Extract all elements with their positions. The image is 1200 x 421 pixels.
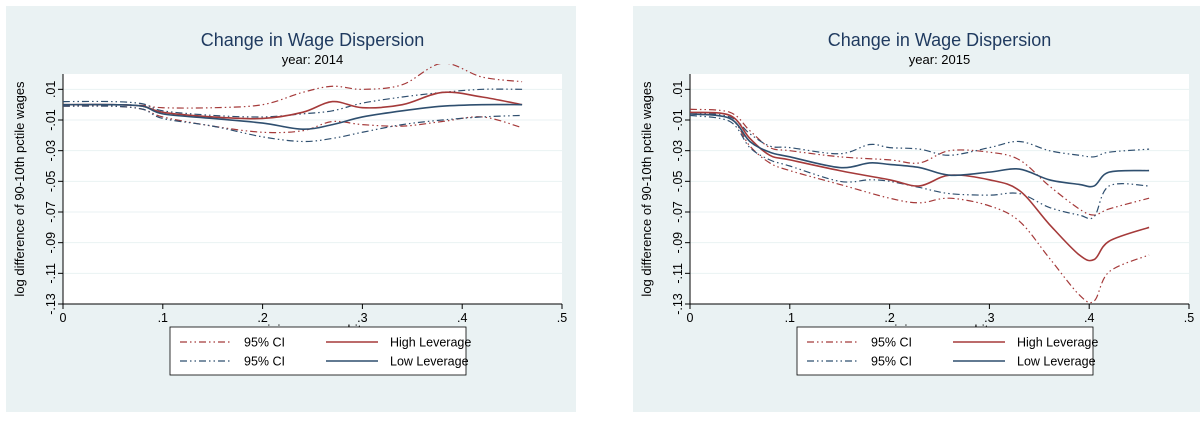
x-tick-label: .2 — [884, 311, 894, 325]
x-tick-label: .5 — [557, 311, 567, 325]
y-tick-label: -.11 — [44, 263, 58, 284]
legend-box — [796, 326, 1094, 376]
y-tick-label: .01 — [671, 81, 685, 98]
chart-title: Change in Wage Dispersion — [201, 30, 424, 50]
x-tick-label: .2 — [257, 311, 267, 325]
estimate-line-low-leverage — [63, 103, 523, 131]
y-tick-label: -.05 — [44, 171, 58, 193]
chart-svg-2015: Change in Wage Dispersion year: 2015 -.13 -… — [633, 6, 1200, 412]
y-tick-label: -.03 — [44, 140, 58, 162]
y-tick-label: .01 — [44, 81, 58, 98]
chart-panel-2014: Change in Wage Dispersion year: 2014 -.13 -… — [6, 6, 576, 412]
y-tick-label: -.05 — [671, 171, 685, 193]
x-tick-label: 0 — [687, 311, 694, 325]
chart-svg-2014: Change in Wage Dispersion year: 2014 -.13 -… — [6, 6, 576, 412]
legend-label: 95% CI — [244, 336, 285, 350]
plot-area — [63, 74, 562, 304]
x-tick-label: .1 — [785, 311, 795, 325]
y-tick-label: -.07 — [671, 201, 685, 223]
estimate-line-low-leverage — [690, 113, 1150, 188]
y-tick-label: -.09 — [44, 232, 58, 254]
y-tick-label: -.09 — [671, 232, 685, 254]
chart-subtitle: year: 2015 — [909, 52, 970, 67]
legend-label: High Leverage — [390, 336, 471, 350]
ci-line-low-leverage — [63, 105, 523, 143]
x-tick-label: .1 — [158, 311, 168, 325]
legend-label: High Leverage — [1017, 336, 1098, 350]
legend-label: 95% CI — [244, 355, 285, 369]
chart-subtitle: year: 2014 — [282, 52, 343, 67]
y-tick-label: -.07 — [44, 201, 58, 223]
series-group — [63, 64, 523, 143]
legend-label: Low Leverage — [390, 355, 469, 369]
y-axis-label: log difference of 90-10th pctile wages — [12, 81, 27, 297]
legend-label: 95% CI — [871, 336, 912, 350]
y-tick-label: -.13 — [671, 293, 685, 315]
series-group — [690, 108, 1150, 304]
plot-area — [690, 74, 1189, 304]
legend-label: 95% CI — [871, 355, 912, 369]
ci-line-low-leverage — [690, 114, 1150, 220]
y-tick-label: -.13 — [44, 293, 58, 315]
y-tick-label: -.01 — [671, 109, 685, 131]
legend-box — [169, 326, 467, 376]
y-tick-label: -.01 — [44, 109, 58, 131]
chart-title: Change in Wage Dispersion — [828, 30, 1051, 50]
x-tick-label: .4 — [1084, 311, 1094, 325]
x-tick-label: .4 — [457, 311, 467, 325]
x-tick-label: .5 — [1184, 311, 1194, 325]
y-axis-label: log difference of 90-10th pctile wages — [639, 81, 654, 297]
legend-label: Low Leverage — [1017, 355, 1096, 369]
x-tick-label: .3 — [357, 311, 367, 325]
chart-panel-2015: Change in Wage Dispersion year: 2015 -.13 -… — [633, 6, 1200, 412]
y-tick-label: -.03 — [671, 140, 685, 162]
y-tick-label: -.11 — [671, 263, 685, 284]
x-tick-label: .3 — [984, 311, 994, 325]
ci-line-high-leverage — [690, 108, 1150, 216]
ci-line-high-leverage — [690, 113, 1150, 304]
x-tick-label: 0 — [60, 311, 67, 325]
